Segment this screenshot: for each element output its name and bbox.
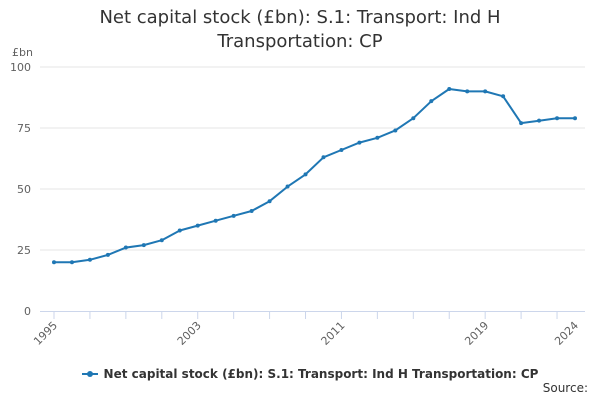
data-point-2004[interactable]: [213, 218, 218, 223]
data-point-2020[interactable]: [501, 94, 506, 99]
data-point-2023[interactable]: [555, 116, 560, 121]
data-point-2022[interactable]: [537, 118, 542, 123]
legend-point-marker: [86, 371, 93, 377]
x-axis-labels: 1995 2003 2011 2019 2024: [31, 319, 581, 348]
data-point-2006[interactable]: [249, 208, 254, 213]
x-axis: [40, 311, 585, 319]
x-tick-label-1995: 1995: [31, 319, 60, 348]
data-point-2005[interactable]: [231, 213, 236, 218]
data-point-2017[interactable]: [447, 86, 452, 91]
data-point-1996[interactable]: [69, 260, 74, 265]
data-point-2013[interactable]: [375, 135, 380, 140]
data-point-2024[interactable]: [573, 116, 577, 121]
chart-title-line-1: Net capital stock (£bn): S.1: Transport:…: [99, 7, 501, 28]
y-tick-label-50: 50: [17, 183, 31, 196]
y-tick-label-100: 100: [10, 61, 31, 74]
data-point-2021[interactable]: [519, 121, 524, 126]
data-point-1997[interactable]: [87, 257, 92, 262]
y-tick-label-25: 25: [17, 244, 31, 257]
data-point-2009[interactable]: [303, 172, 308, 177]
data-point-2012[interactable]: [357, 140, 362, 145]
legend-line-marker: [81, 371, 98, 377]
data-point-1998[interactable]: [105, 252, 110, 257]
data-point-2016[interactable]: [429, 99, 434, 104]
chart-title-line-2: Transportation: CP: [217, 31, 383, 52]
data-point-2010[interactable]: [321, 155, 326, 160]
data-point-2019[interactable]: [483, 89, 488, 94]
y-tick-label-0: 0: [24, 305, 31, 318]
data-point-2018[interactable]: [465, 89, 470, 94]
data-point-2001[interactable]: [159, 238, 164, 243]
y-axis-labels: 0 25 50 75 100: [10, 61, 31, 318]
data-point-2014[interactable]: [393, 128, 398, 133]
data-point-2003[interactable]: [195, 223, 200, 228]
data-point-2007[interactable]: [267, 199, 272, 204]
data-point-2015[interactable]: [411, 116, 416, 121]
x-tick-label-2011: 2011: [319, 319, 348, 348]
x-tick-label-2003: 2003: [175, 319, 204, 348]
data-point-1999[interactable]: [123, 245, 128, 250]
x-tick-label-2019: 2019: [462, 319, 491, 348]
data-point-1995[interactable]: [52, 260, 56, 265]
legend-item-label: Net capital stock (£bn): S.1: Transport:…: [103, 367, 539, 381]
chart-title: Net capital stock (£bn): S.1: Transport:…: [40, 6, 560, 54]
data-point-2011[interactable]: [339, 147, 344, 152]
y-axis-unit-label: £bn: [12, 46, 33, 59]
data-point-2008[interactable]: [285, 184, 290, 189]
legend[interactable]: Net capital stock (£bn): S.1: Transport:…: [60, 364, 560, 384]
series-net-capital-stock: [52, 86, 577, 265]
series-line-0: [53, 88, 576, 264]
grid-lines: [40, 66, 585, 251]
x-tick-label-2024: 2024: [552, 319, 581, 348]
data-point-2000[interactable]: [141, 243, 146, 248]
source-label: Source:: [542, 381, 588, 395]
y-tick-label-75: 75: [17, 122, 31, 135]
data-point-2002[interactable]: [177, 228, 182, 233]
